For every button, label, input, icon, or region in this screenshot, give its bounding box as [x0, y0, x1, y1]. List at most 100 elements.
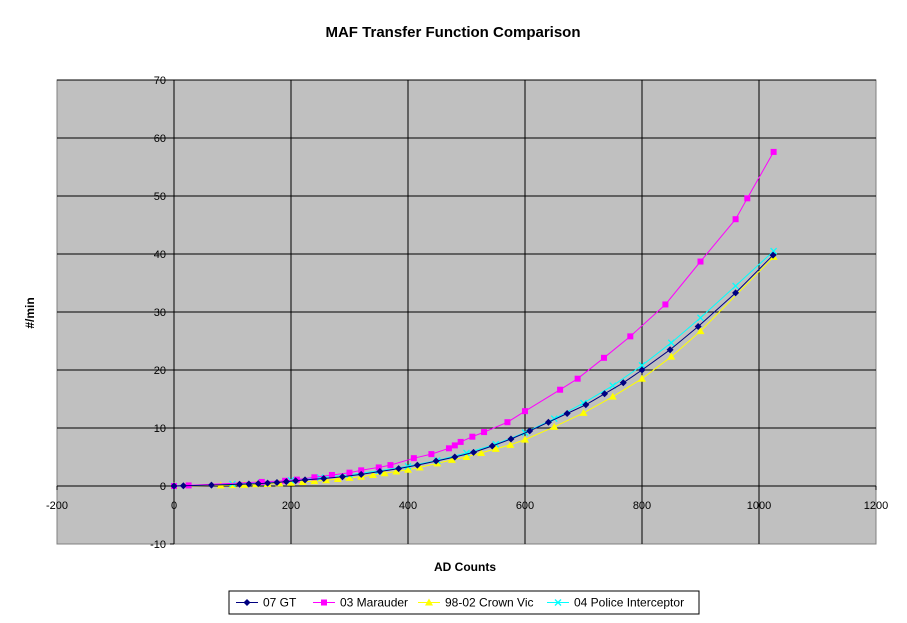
data-point	[491, 444, 500, 452]
data-point	[451, 442, 458, 449]
data-point	[522, 408, 528, 415]
x-tick-label: 800	[633, 500, 651, 512]
y-tick-label: 30	[154, 307, 166, 319]
x-tick-label: 400	[399, 500, 417, 512]
x-tick-label: 1000	[747, 500, 771, 512]
legend-label: 98-02 Crown Vic	[445, 596, 534, 610]
data-point	[264, 479, 272, 487]
y-tick-label: 10	[154, 423, 166, 435]
data-point	[404, 462, 412, 470]
data-point	[521, 435, 529, 443]
data-point	[732, 282, 740, 290]
data-point	[357, 470, 365, 478]
data-point	[697, 258, 704, 265]
data-point	[207, 481, 215, 489]
data-point	[413, 461, 421, 469]
data-point	[732, 216, 739, 223]
data-point	[447, 455, 456, 463]
data-point	[481, 429, 488, 436]
data-point	[298, 477, 307, 485]
data-point	[563, 410, 571, 417]
data-point	[694, 323, 702, 330]
legend-swatch-marker	[243, 599, 251, 606]
data-point	[451, 453, 459, 461]
data-point	[770, 148, 777, 155]
legend: 07 GT 03 Marauder 98-02 Crown Vic 04 Police…	[228, 590, 700, 615]
x-tick-label: 0	[171, 500, 177, 512]
legend-box	[228, 590, 700, 615]
data-point	[582, 401, 590, 409]
legend-label: 04 Police Interceptor	[574, 596, 684, 610]
y-tick-label: 50	[154, 191, 166, 203]
data-point	[550, 422, 559, 430]
data-point	[254, 480, 262, 488]
data-point	[310, 477, 319, 485]
data-point	[557, 386, 564, 393]
x-tick-label: 1200	[864, 500, 888, 512]
data-point	[428, 451, 435, 458]
data-point	[229, 480, 236, 488]
data-point	[410, 455, 417, 462]
data-point	[179, 482, 187, 490]
data-point	[387, 462, 394, 469]
data-point	[170, 482, 178, 490]
series-1	[171, 148, 777, 489]
y-tick-label: 70	[154, 75, 166, 87]
y-axis-title: #/min	[23, 297, 37, 328]
x-tick-label: 600	[516, 500, 534, 512]
legend-swatch-marker	[321, 599, 327, 606]
y-tick-label: 60	[154, 133, 166, 145]
data-point	[345, 473, 354, 481]
data-point	[544, 418, 552, 426]
legend-item[interactable]: 03 Marauder	[313, 596, 408, 610]
legend-item[interactable]: 04 Police Interceptor	[547, 596, 684, 610]
data-point	[638, 361, 646, 369]
data-point	[282, 478, 290, 486]
y-tick-label: 40	[154, 249, 166, 261]
data-point	[638, 374, 646, 382]
legend-item[interactable]: 98-02 Crown Vic	[418, 596, 534, 610]
data-point	[346, 469, 353, 476]
data-point	[358, 467, 365, 474]
y-tick-label: -10	[150, 539, 166, 551]
data-point	[392, 467, 401, 475]
data-point	[666, 346, 674, 354]
y-tick-label: 0	[160, 481, 166, 493]
data-point	[292, 477, 300, 485]
legend-swatch-marker	[554, 599, 562, 606]
legend-label: 03 Marauder	[340, 596, 408, 610]
data-point	[601, 390, 609, 398]
data-point	[769, 251, 777, 259]
data-point	[506, 440, 515, 448]
series-0	[170, 251, 777, 490]
x-axis-title: AD Counts	[434, 560, 496, 574]
data-point	[619, 379, 627, 387]
data-point	[236, 480, 244, 488]
data-point	[600, 354, 607, 361]
data-point	[526, 427, 534, 435]
data-point	[333, 475, 342, 483]
data-point	[579, 408, 588, 416]
data-point	[432, 457, 440, 465]
data-point	[338, 473, 346, 481]
data-point	[311, 474, 318, 481]
data-point	[368, 470, 377, 478]
data-point	[488, 442, 496, 450]
data-point	[395, 465, 403, 473]
legend-item[interactable]: 07 GT	[236, 596, 297, 610]
data-point	[696, 327, 705, 335]
data-point	[245, 480, 253, 488]
data-point	[732, 289, 740, 297]
data-point	[638, 366, 646, 374]
x-tick-label: -200	[46, 500, 68, 512]
data-point	[662, 301, 669, 308]
data-point	[574, 375, 581, 382]
data-point	[301, 476, 309, 484]
data-point	[258, 478, 265, 485]
data-point	[462, 453, 471, 460]
data-point	[415, 463, 424, 471]
data-point	[404, 465, 412, 473]
data-point	[328, 471, 335, 478]
